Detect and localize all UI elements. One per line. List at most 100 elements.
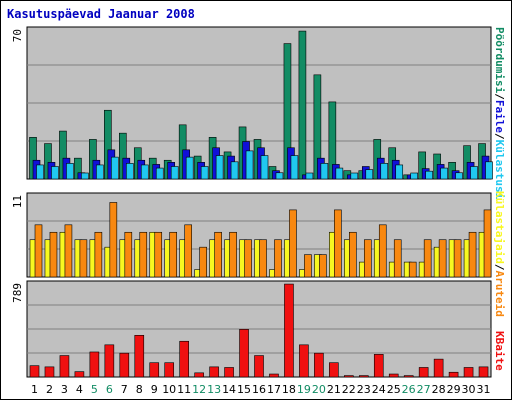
visitors-bar (453, 239, 462, 278)
x-tick-label: 5 (91, 383, 98, 396)
x-tick-label: 13 (207, 383, 221, 396)
kbytes-bar (59, 355, 70, 378)
x-tick-label: 12 (192, 383, 206, 396)
kbytes-bar (104, 344, 115, 378)
x-tick-label: 10 (162, 383, 176, 396)
kbytes-bar (164, 362, 175, 378)
hits-bar (275, 172, 284, 180)
hits-bar (155, 167, 164, 180)
kbytes-bar (463, 367, 474, 378)
kbytes-bar (418, 367, 429, 378)
hits-bar (380, 163, 389, 180)
visitors-bar (49, 231, 58, 278)
visitors-bar (169, 231, 178, 278)
visitors-bar (274, 239, 282, 278)
chart-panels: 70 11 789 (11, 26, 493, 378)
x-tick-label: 27 (417, 383, 431, 396)
legend-bottom: KBaite (493, 331, 506, 371)
visitors-bar (319, 254, 327, 278)
x-tick-label: 6 (106, 383, 113, 396)
x-tick-label: 8 (136, 383, 143, 396)
visitors-bar (289, 209, 297, 278)
x-tick-label: 26 (402, 383, 416, 396)
kbytes-bar (433, 358, 444, 378)
x-tick-label: 22 (342, 383, 356, 396)
x-tick-label: 16 (252, 383, 266, 396)
kbytes-bar (254, 355, 264, 378)
hits-bar (455, 172, 463, 180)
hits-bar (410, 172, 418, 180)
kbytes-bar (448, 371, 459, 378)
visitors-bar (259, 239, 267, 278)
legend-top: Pöördumisi/Faile/Külastusi (493, 27, 506, 200)
hits-bar (140, 164, 149, 180)
x-tick-label: 25 (387, 383, 401, 396)
x-tick-label: 20 (312, 383, 326, 396)
x-tick-label: 9 (151, 383, 158, 396)
hits-bar (230, 161, 239, 180)
hits-bar (96, 164, 104, 180)
y-max-label: 11 (11, 195, 24, 208)
visitors-bar (199, 246, 207, 278)
visitors-bar (423, 239, 432, 278)
x-tick-label: 1 (31, 383, 38, 396)
x-tick-label: 23 (357, 383, 371, 396)
kbytes-bar (209, 366, 219, 378)
y-max-label: 789 (11, 283, 24, 303)
x-tick-label: 21 (327, 383, 341, 396)
x-tick-label: 31 (477, 383, 491, 396)
visitors-bar (109, 202, 118, 278)
kbytes-bar (329, 362, 339, 378)
x-axis-labels: 1 2 3 4 5 6 7 8 9 10 11 12 13 14 15 16 17 18 19 20 21 22 23 24 2… (31, 383, 491, 396)
x-tick-label: 19 (297, 383, 311, 396)
x-tick-label: 30 (462, 383, 476, 396)
kbytes-bar (149, 362, 160, 378)
x-tick-label: 28 (432, 383, 446, 396)
visitors-bar (349, 231, 357, 278)
visitors-bar (304, 254, 312, 278)
kbytes-bar (478, 366, 489, 378)
chart-title: Kasutuspäevad Jaanuar 2008 (7, 7, 195, 21)
kbytes-bar (44, 366, 55, 378)
kbytes-bar (358, 375, 369, 378)
visitors-bar (229, 231, 237, 278)
panel-1: 70 (11, 26, 493, 180)
kbytes-bar (239, 329, 249, 378)
kbytes-bar (74, 371, 85, 378)
kbytes-bar (269, 373, 279, 378)
hits-bar (350, 172, 359, 180)
kbytes-bar (299, 344, 309, 378)
visitors-bar (244, 239, 252, 278)
x-tick-label: 29 (447, 383, 461, 396)
kbytes-bar (388, 373, 399, 378)
visitors-bar (214, 231, 222, 278)
hits-bar (66, 163, 74, 180)
hits-bar (440, 167, 448, 180)
kbytes-bar (314, 352, 324, 378)
hits-bar (485, 161, 493, 180)
visitors-bar (363, 239, 372, 278)
visitors-bar (334, 209, 342, 278)
visitors-bar (468, 231, 477, 278)
hits-bar (215, 155, 224, 180)
hits-bar (81, 172, 89, 180)
hits-bar (36, 164, 44, 180)
hits-bar (260, 155, 269, 180)
visitors-bar (378, 224, 387, 278)
x-tick-label: 3 (61, 383, 68, 396)
visitors-bar (438, 239, 447, 278)
hits-bar (170, 166, 179, 180)
hits-bar (395, 164, 404, 180)
kbytes-bar (119, 352, 130, 378)
kbytes-bar (224, 367, 234, 378)
x-tick-label: 24 (372, 383, 386, 396)
kbytes-bar (89, 351, 100, 378)
visitors-bar (64, 224, 73, 278)
legend-middle: Külastajaid/Aruteid (493, 191, 506, 317)
visitors-bar (393, 239, 402, 278)
y-max-label: 70 (11, 29, 24, 42)
hits-bar (470, 166, 478, 180)
visitors-bar (34, 224, 43, 278)
hits-bar (320, 163, 329, 180)
